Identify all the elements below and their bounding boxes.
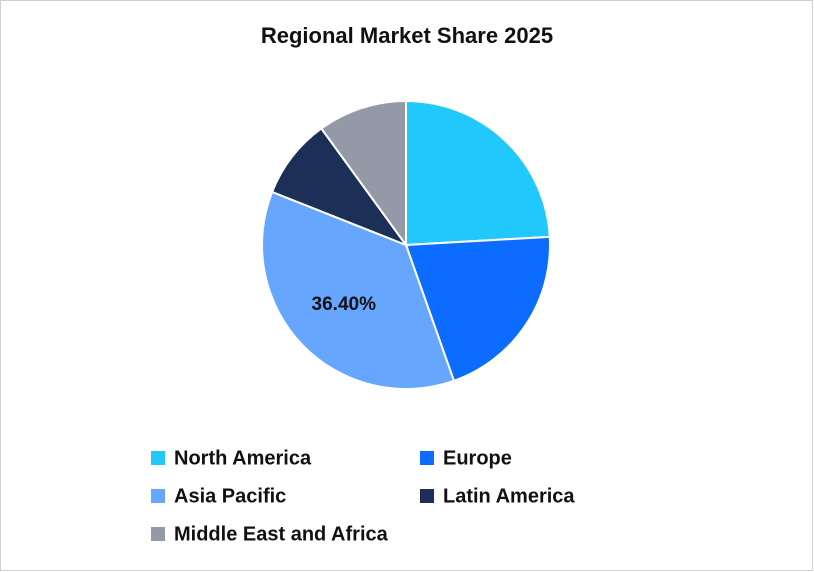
- legend-swatch: [151, 527, 165, 541]
- legend-label: Latin America: [443, 485, 575, 507]
- legend-label: Middle East and Africa: [174, 523, 389, 545]
- legend-label: Europe: [443, 447, 512, 469]
- pie-slice: [261, 190, 456, 390]
- legend-swatch: [151, 489, 165, 503]
- pie-slice: [319, 99, 407, 249]
- legend-swatch: [420, 489, 434, 503]
- legend-swatch: [420, 451, 434, 465]
- chart-title: Regional Market Share 2025: [261, 23, 553, 48]
- legend-swatch: [151, 451, 165, 465]
- legend-label: Asia Pacific: [174, 485, 286, 507]
- data-label: 36.40%: [312, 294, 377, 315]
- pie-slice: [405, 99, 551, 247]
- pie-slice: [270, 127, 409, 248]
- legend-label: North America: [174, 447, 312, 469]
